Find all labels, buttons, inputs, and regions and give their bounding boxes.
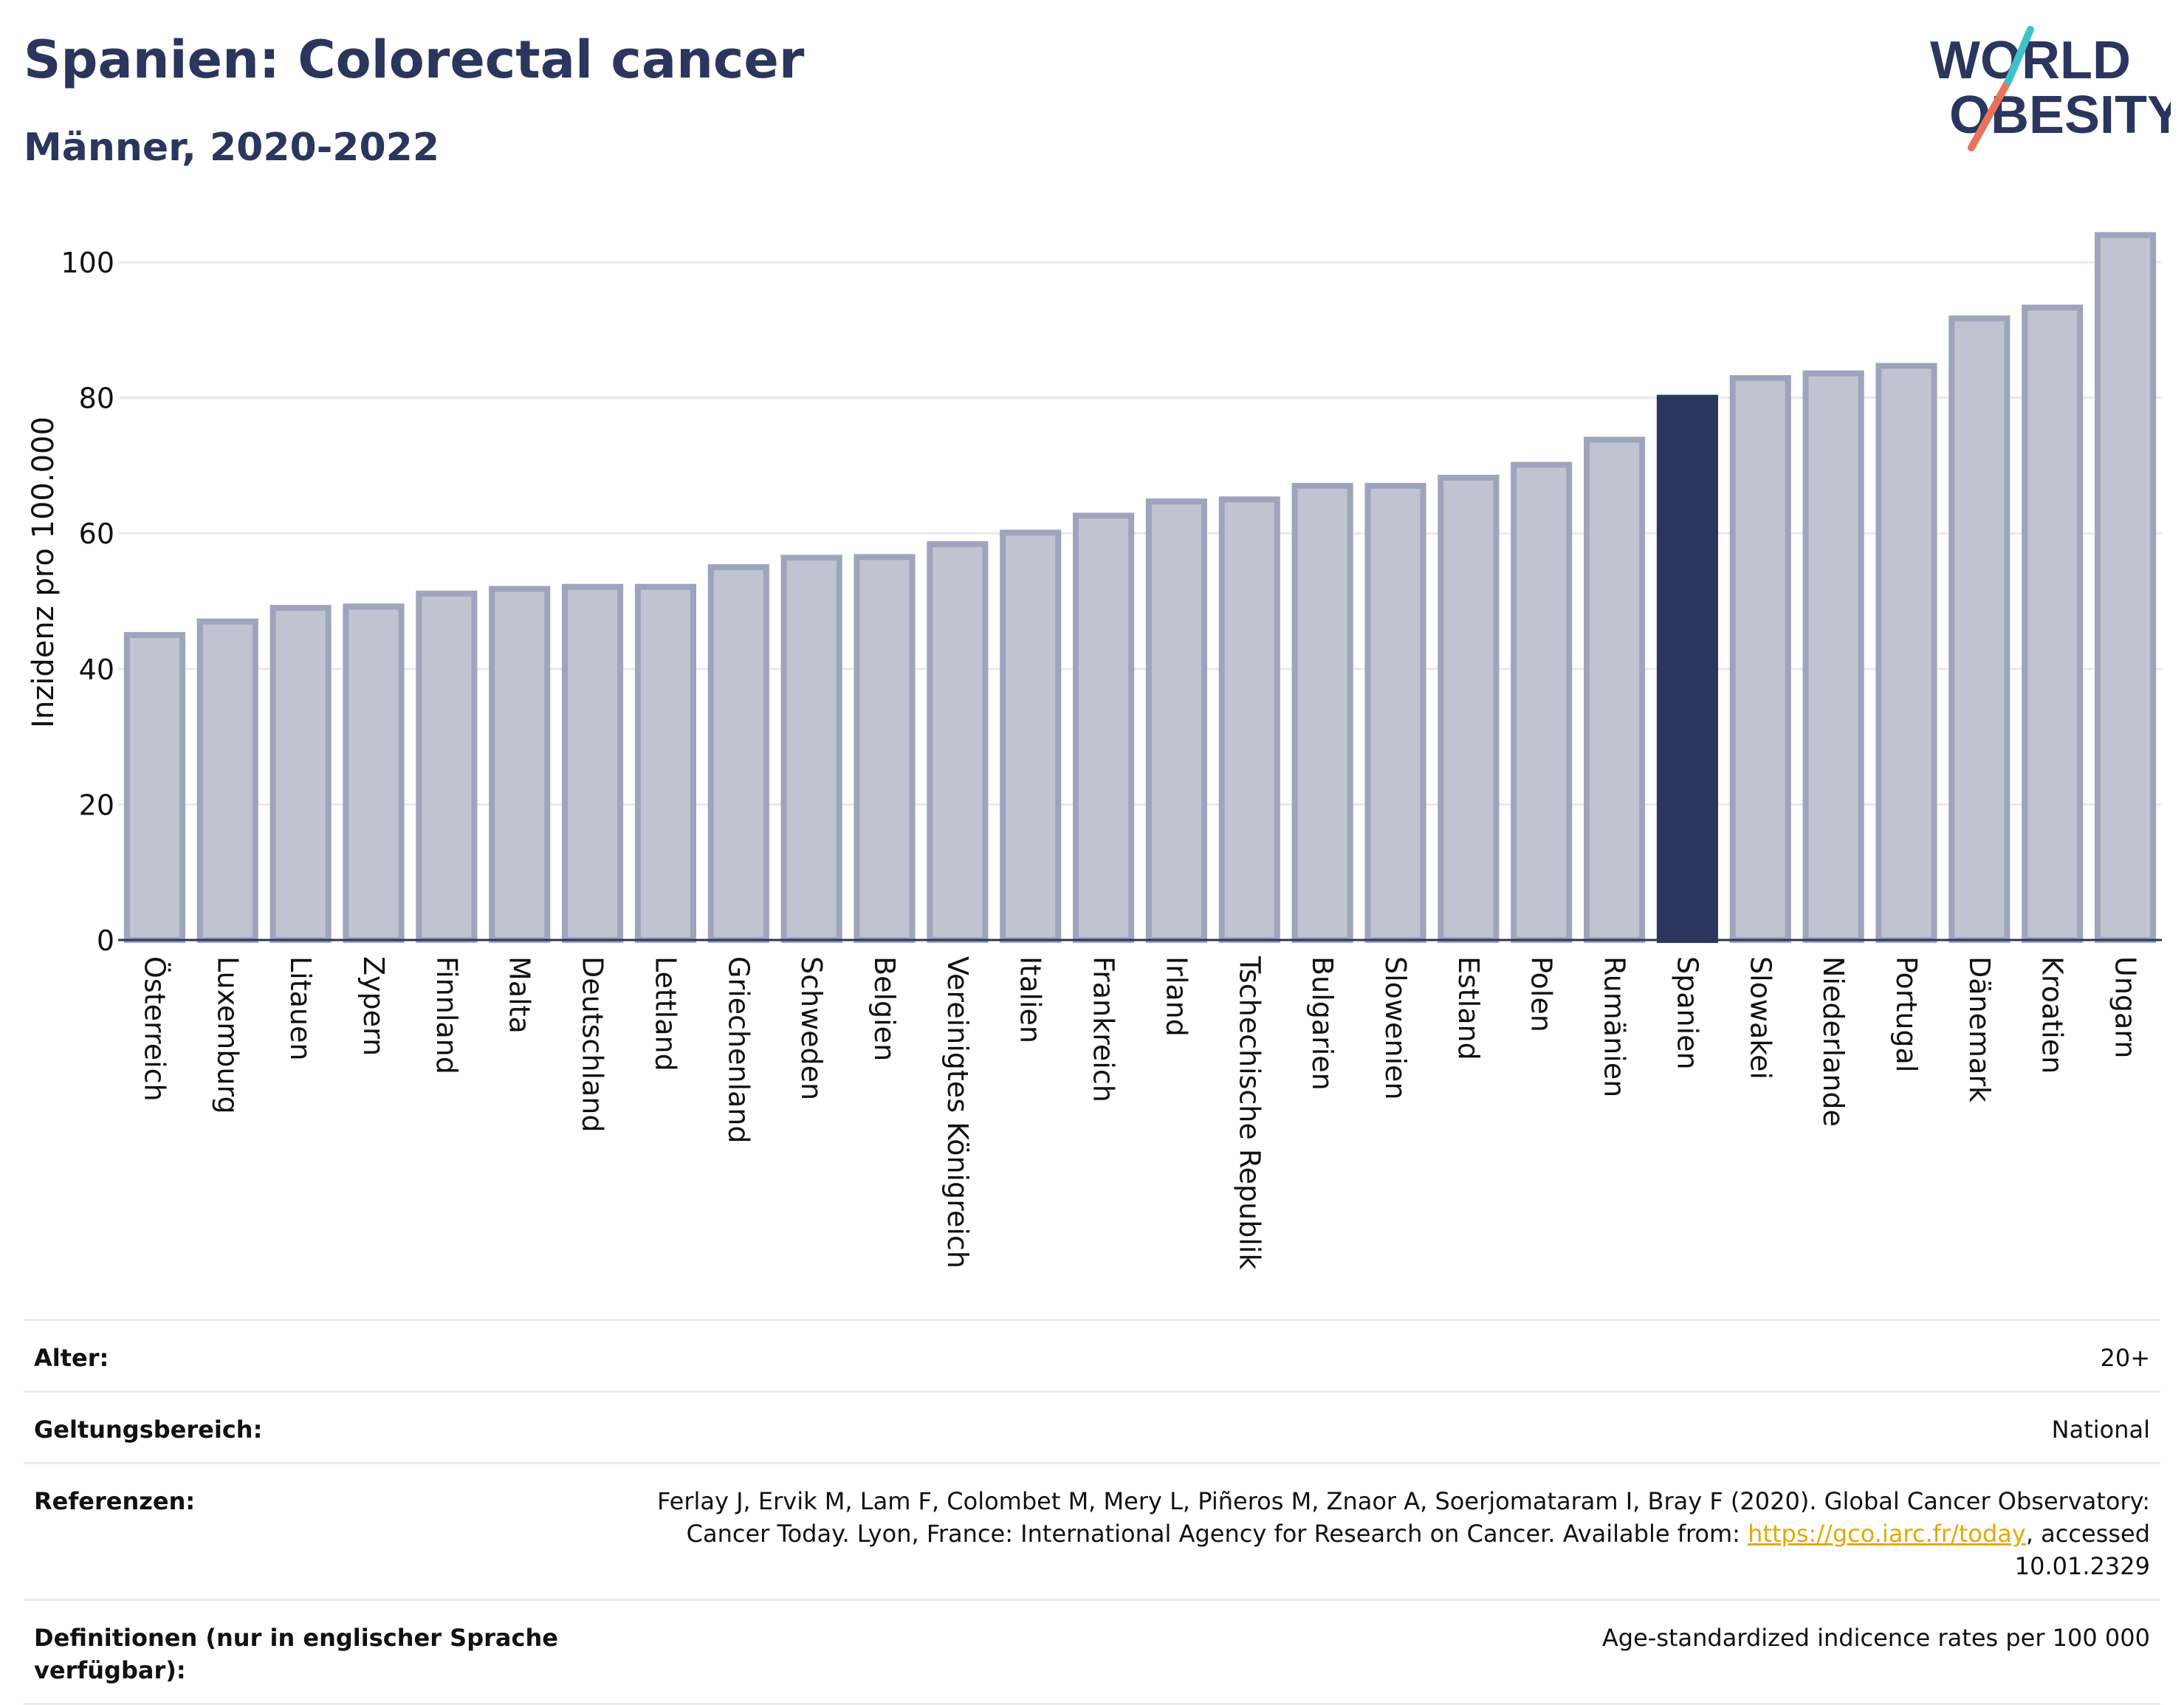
tick-labels: 0 20 40 60 80 100 Österreich Luxemburg Litauen Zy… (61, 247, 2141, 1269)
x-tick-label: Belgien (868, 956, 901, 1061)
meta-scope-value: National (2051, 1416, 2150, 1444)
world-obesity-logo: WORLD OBESITY (1930, 26, 2171, 151)
bar-frankreich (1073, 512, 1135, 943)
x-tick-label: Malta (504, 956, 536, 1034)
logo-slash-teal (2005, 26, 2034, 85)
x-tick-label: Rumänien (1598, 956, 1631, 1097)
bar-chart: 0 20 40 60 80 100 Österreich Luxemburg Litauen Zy… (27, 232, 2162, 1269)
bar-belgien (854, 554, 916, 944)
bar-polen (1511, 462, 1573, 943)
x-tick-label: Polen (1525, 956, 1558, 1032)
y-axis-label: Inzidenz pro 100.000 (27, 416, 61, 728)
x-tick-label: Frankreich (1088, 956, 1120, 1102)
bar-luxemburg (196, 618, 258, 944)
bar-österreich (123, 631, 185, 943)
y-tick-label: 60 (79, 518, 114, 550)
x-tick-label: Italien (1014, 956, 1047, 1043)
bar-spanien (1656, 394, 1718, 943)
bar-lettland (634, 583, 696, 943)
logo-line2: OBESITY (1949, 86, 2171, 145)
meta-refs-text: Ferlay J, Ervik M, Lam F, Colombet M, Me… (657, 1487, 2150, 1548)
meta-refs-value: Ferlay J, Ervik M, Lam F, Colombet M, Me… (585, 1485, 2150, 1582)
x-tick-label: Portugal (1890, 956, 1923, 1072)
x-tick-label: Schweden (795, 956, 828, 1100)
meta-row-definitions: Definitionen (nur in englischer Sprache … (24, 1599, 2160, 1705)
bar-irland (1145, 498, 1207, 943)
meta-defs-value: Age-standardized indicence rates per 100… (1601, 1624, 2150, 1652)
bar-deutschland (562, 583, 624, 943)
meta-row-age: Alter: 20+ (24, 1319, 2160, 1390)
bar-schweden (780, 555, 842, 943)
bar-malta (489, 586, 551, 943)
x-tick-label: Deutschland (577, 956, 609, 1132)
bar-bulgarien (1291, 482, 1353, 944)
bar-griechenland (707, 564, 769, 943)
x-tick-label: Ungarn (2109, 956, 2142, 1058)
x-tick-label: Niederlande (1817, 956, 1850, 1127)
y-tick-label: 0 (97, 924, 114, 957)
bar-estland (1438, 474, 1500, 943)
meta-scope-label: Geltungsbereich: (34, 1416, 263, 1444)
meta-row-references: Referenzen: Ferlay J, Ervik M, Lam F, Co… (24, 1462, 2160, 1599)
x-tick-label: Luxemburg (211, 956, 244, 1114)
chart-title: Spanien: Colorectal cancer (24, 30, 805, 90)
reference-link[interactable]: https://gco.iarc.fr/today (1748, 1520, 2026, 1548)
meta-defs-label: Definitionen (nur in englischer Sprache … (34, 1624, 558, 1684)
meta-age-label: Alter: (34, 1344, 109, 1372)
bar-slowakei (1729, 375, 1791, 943)
bar-kroatien (2022, 304, 2084, 943)
bar-litauen (269, 605, 332, 943)
meta-age-value: 20+ (2100, 1344, 2150, 1372)
bar-finnland (416, 590, 478, 943)
x-tick-label: Slowenien (1379, 956, 1412, 1100)
bar-ungarn (2095, 232, 2157, 943)
x-tick-label: Bulgarien (1306, 956, 1339, 1091)
x-tick-label: Finnland (430, 956, 463, 1074)
bar-tschechische-republik (1218, 496, 1280, 943)
x-tick-label: Griechenland (722, 956, 755, 1144)
x-tick-label: Irland (1160, 956, 1192, 1037)
logo-line1: WORLD (1930, 31, 2131, 90)
x-tick-label: Kroatien (2036, 956, 2069, 1074)
x-tick-label: Vereinigtes Königreich (941, 956, 974, 1269)
meta-refs-suffix: , accessed 10.01.2329 (2014, 1520, 2150, 1580)
y-tick-label: 40 (79, 653, 114, 686)
x-tick-label: Tschechische Republik (1233, 956, 1266, 1269)
meta-row-scope: Geltungsbereich: National (24, 1390, 2160, 1462)
bar-zypern (343, 603, 405, 943)
x-tick-label: Slowakei (1744, 956, 1776, 1080)
x-tick-label: Estland (1452, 956, 1485, 1060)
bar-dänemark (1948, 315, 2010, 944)
y-tick-label: 80 (79, 382, 114, 415)
metadata-table: Alter: 20+ Geltungsbereich: National Ref… (24, 1319, 2160, 1705)
chart-subtitle: Männer, 2020-2022 (24, 126, 440, 170)
bar-rumänien (1584, 436, 1646, 943)
bars (123, 232, 2157, 944)
bar-portugal (1875, 363, 1937, 943)
bar-niederlande (1802, 370, 1864, 943)
meta-refs-label: Referenzen: (34, 1487, 196, 1515)
y-tick-label: 100 (61, 247, 114, 279)
bar-slowenien (1364, 482, 1426, 944)
y-tick-label: 20 (79, 789, 114, 821)
x-tick-label: Lettland (649, 956, 681, 1071)
x-tick-label: Österreich (138, 956, 171, 1102)
bar-italien (1000, 529, 1062, 944)
bar-vereinigtes-königreich (927, 541, 989, 943)
x-tick-label: Spanien (1671, 956, 1703, 1070)
x-tick-label: Dänemark (1963, 956, 1996, 1102)
x-tick-label: Zypern (357, 956, 390, 1056)
logo-slash-coral (1968, 78, 2012, 151)
x-tick-label: Litauen (284, 956, 317, 1060)
